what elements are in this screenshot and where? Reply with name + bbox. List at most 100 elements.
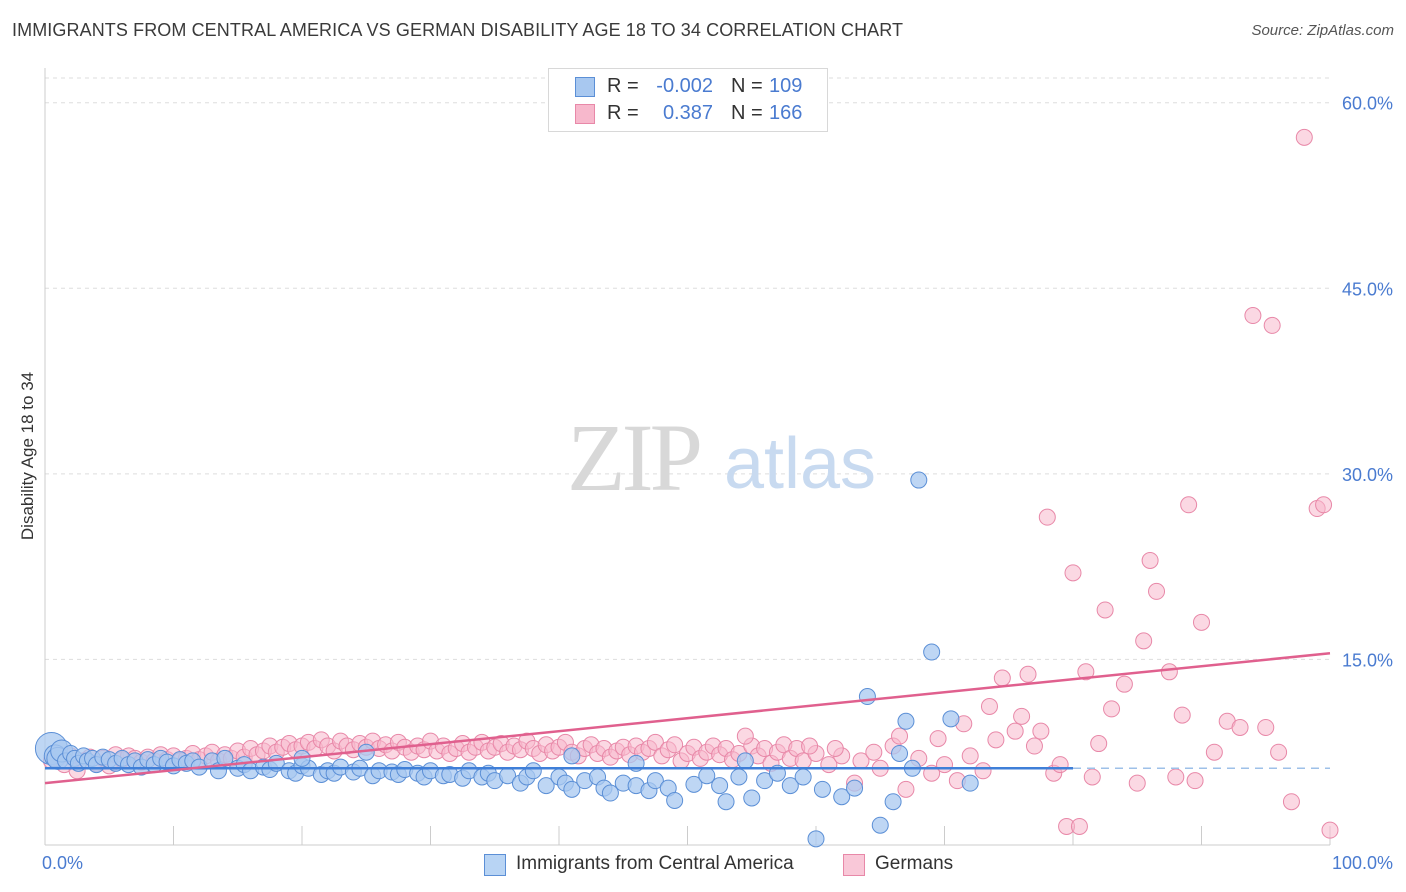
germans-point — [1231, 718, 1249, 736]
immigrants-point — [871, 816, 889, 834]
germans-point — [1186, 772, 1204, 790]
germans-point — [1006, 722, 1024, 740]
blue-swatch — [575, 77, 595, 97]
trend-lines — [44, 652, 1331, 785]
germans-point — [826, 740, 844, 758]
immigrants-point — [781, 777, 799, 795]
germans-point — [1019, 665, 1037, 683]
germans-point — [929, 730, 947, 748]
legend-label: Germans — [875, 853, 954, 874]
immigrants-point — [601, 784, 619, 802]
n-label: N = — [731, 75, 763, 97]
legend-row-germans: R = 0.387 N = 166 — [549, 100, 827, 126]
germans-point — [1167, 768, 1185, 786]
n-label: N = — [731, 102, 763, 124]
germans-point — [1051, 756, 1069, 774]
watermark-zip: ZIP — [567, 404, 700, 511]
immigrants-point — [858, 688, 876, 706]
germans-point — [993, 669, 1011, 687]
germans-point — [961, 747, 979, 765]
chart-title: IMMIGRANTS FROM CENTRAL AMERICA VS GERMA… — [12, 20, 904, 40]
germans-point — [1083, 768, 1101, 786]
immigrants-point — [897, 712, 915, 730]
germans-point — [1193, 613, 1210, 631]
germans-point — [801, 737, 819, 755]
immigrants-point — [884, 793, 902, 811]
source-credit: Source: ZipAtlas.com — [1251, 22, 1394, 39]
germans-point — [897, 780, 915, 798]
germans-point — [1270, 743, 1288, 761]
germans-point — [1115, 675, 1133, 693]
series-legend: Immigrants from Central America Germans — [0, 852, 1406, 876]
germans-point — [1128, 774, 1146, 792]
immigrants-point — [685, 775, 703, 793]
immigrants-point — [910, 471, 928, 489]
immigrants-point — [756, 772, 774, 790]
germans-point — [1070, 817, 1088, 835]
r-label: R = — [607, 102, 639, 124]
y-tick-labels: 15.0% 30.0% 45.0% 60.0% — [1342, 94, 1393, 671]
germans-point — [646, 733, 664, 751]
germans-point — [1025, 737, 1043, 755]
germans-point — [1180, 496, 1198, 514]
y-tick-label: 30.0% — [1342, 465, 1393, 485]
pink-swatch — [843, 854, 865, 876]
germans-point — [1135, 632, 1153, 650]
immigrants-point — [563, 747, 581, 765]
pink-swatch — [575, 104, 595, 124]
immigrants-point — [846, 779, 864, 797]
grid-lines — [45, 77, 1330, 660]
germans-point — [1257, 718, 1275, 736]
immigrants-point — [794, 768, 812, 786]
immigrants-point — [743, 789, 761, 807]
immigrants-point — [730, 768, 748, 786]
germans-point — [1141, 551, 1159, 569]
immigrants-points — [34, 471, 979, 848]
immigrants-point — [711, 777, 729, 795]
immigrants-point — [942, 710, 960, 728]
r-value: 0.387 — [662, 102, 713, 124]
x-tick-label: 0.0% — [42, 853, 83, 873]
germans-point — [1160, 663, 1178, 681]
n-value: 166 — [769, 102, 803, 124]
germans-point — [891, 727, 909, 745]
germans-point — [1148, 582, 1166, 600]
germans-point — [1103, 700, 1121, 718]
germans-point — [936, 756, 953, 774]
germans-point — [1038, 508, 1056, 526]
germans-point — [980, 697, 998, 715]
germans-point — [666, 736, 684, 754]
germans-point — [736, 727, 754, 745]
germans-point — [974, 762, 992, 780]
watermark: ZIP atlas — [567, 404, 876, 511]
germans-point — [1077, 663, 1095, 681]
germans-point — [1032, 722, 1050, 740]
germans-point — [1263, 316, 1281, 334]
immigrants-point — [524, 762, 542, 780]
legend-row-immigrants: R = -0.002 N = 109 — [549, 73, 827, 99]
germans-point — [865, 743, 883, 761]
immigrants-point — [961, 774, 979, 792]
watermark-atlas: atlas — [724, 424, 876, 504]
immigrants-point — [923, 643, 941, 661]
x-tick-label: 100.0% — [1332, 853, 1393, 873]
immigrants-point — [537, 777, 555, 795]
immigrants-point — [833, 788, 851, 806]
germans-point — [1173, 706, 1191, 724]
n-value: 109 — [769, 75, 803, 97]
x-tick-labels: 0.0% 100.0% — [42, 853, 1393, 873]
correlation-legend: R = -0.002 N = 109 R = 0.387 N = 166 — [548, 68, 828, 132]
immigrants-point — [646, 772, 664, 790]
immigrants-point — [891, 744, 909, 762]
germans-point — [1315, 496, 1333, 514]
y-tick-label: 45.0% — [1342, 279, 1393, 299]
y-tick-label: 15.0% — [1342, 650, 1393, 670]
germans-point — [1282, 793, 1300, 811]
germans-point — [1090, 735, 1108, 753]
immigrants-point — [736, 752, 754, 770]
germans-point — [1205, 743, 1223, 761]
immigrants-point — [807, 830, 825, 848]
germans-point — [1064, 564, 1082, 582]
germans-point — [1295, 128, 1313, 146]
germans-point — [1013, 707, 1031, 725]
